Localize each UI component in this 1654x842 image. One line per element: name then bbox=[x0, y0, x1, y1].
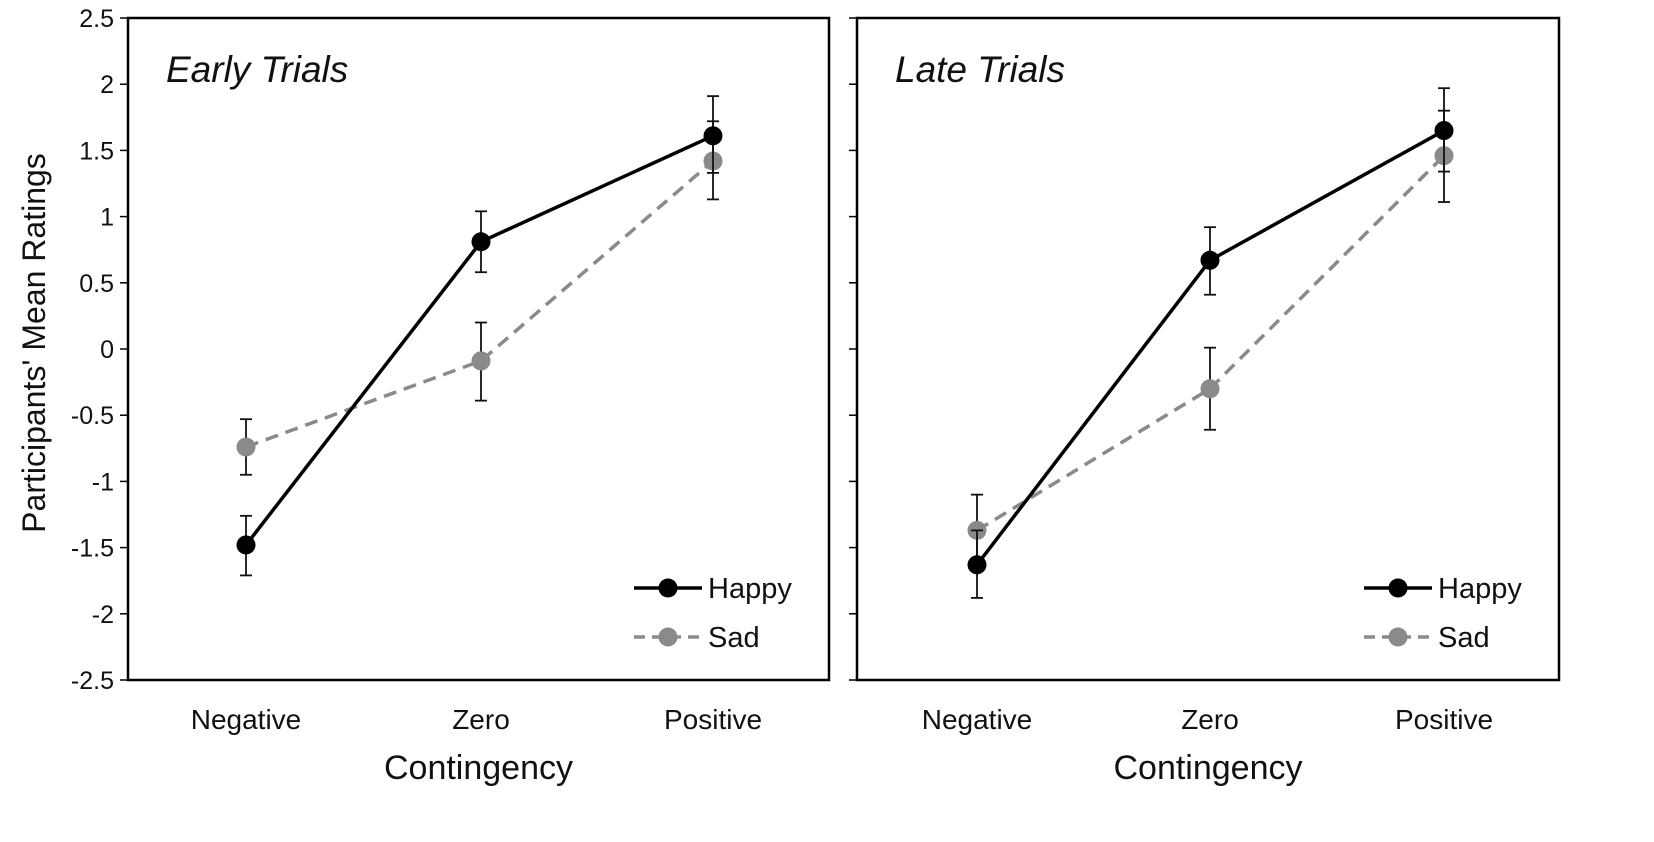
legend: Happy Sad bbox=[634, 573, 792, 654]
legend-swatch-marker bbox=[658, 627, 678, 647]
panel-title: Early Trials bbox=[166, 49, 348, 90]
x-axis-label: Contingency bbox=[1113, 749, 1302, 787]
chart-panel-1: 2.5 2 1.5 1 0.5 0 -0.5 -1 -1.5 -2 -2.5 Negative Zero… bbox=[16, 5, 831, 787]
y-axis-label: Participants' Mean Ratings bbox=[16, 153, 52, 533]
legend-swatch-marker bbox=[1388, 578, 1408, 598]
x-tick-label: Negative bbox=[922, 704, 1033, 735]
data-point-sad bbox=[1200, 379, 1220, 399]
legend: Happy Sad bbox=[1364, 573, 1522, 654]
y-tick-label: -2 bbox=[92, 601, 114, 629]
chart-panel-2: Negative Zero Positive Contingency Late Tria… bbox=[849, 16, 1561, 787]
x-tick-label: Zero bbox=[1181, 704, 1239, 735]
legend-label-happy: Happy bbox=[1438, 573, 1522, 605]
data-point-sad bbox=[236, 437, 256, 457]
series-line-sad bbox=[245, 159, 715, 449]
legend-swatch-marker bbox=[1388, 627, 1408, 647]
data-point-happy bbox=[236, 535, 256, 555]
y-tick-label: 2 bbox=[100, 71, 114, 99]
series-line-happy bbox=[244, 134, 714, 547]
x-tick-label: Zero bbox=[452, 704, 510, 735]
series-line-sad bbox=[976, 154, 1446, 532]
y-tick-label: -1 bbox=[92, 468, 114, 496]
x-tick-label: Negative bbox=[191, 704, 302, 735]
series-sad bbox=[967, 109, 1454, 566]
y-tick-label: 0 bbox=[100, 336, 114, 364]
data-point-happy bbox=[1434, 121, 1454, 141]
y-tick-label: -1.5 bbox=[71, 535, 114, 563]
y-tick-label: -0.5 bbox=[71, 402, 114, 430]
data-point-happy bbox=[1200, 250, 1220, 270]
x-tick-label: Positive bbox=[664, 704, 762, 735]
panel-title: Late Trials bbox=[895, 49, 1065, 90]
legend-label-sad: Sad bbox=[1438, 622, 1490, 654]
legend-label-sad: Sad bbox=[708, 622, 760, 654]
x-axis-label: Contingency bbox=[384, 749, 573, 787]
data-point-sad bbox=[471, 351, 491, 371]
series-sad bbox=[236, 120, 723, 476]
y-tick-label: -2.5 bbox=[71, 667, 114, 695]
y-tick-label: 2.5 bbox=[79, 5, 114, 33]
data-point-happy bbox=[703, 126, 723, 146]
y-tick-label: 1.5 bbox=[79, 137, 114, 165]
y-tick-label: 1 bbox=[100, 204, 114, 232]
series-happy bbox=[236, 95, 723, 577]
y-tick-label: 0.5 bbox=[79, 270, 114, 298]
series-happy bbox=[967, 87, 1454, 599]
data-point-happy bbox=[967, 555, 987, 575]
data-point-happy bbox=[471, 232, 491, 252]
legend-label-happy: Happy bbox=[708, 573, 792, 605]
legend-swatch-marker bbox=[658, 578, 678, 598]
x-tick-label: Positive bbox=[1395, 704, 1493, 735]
